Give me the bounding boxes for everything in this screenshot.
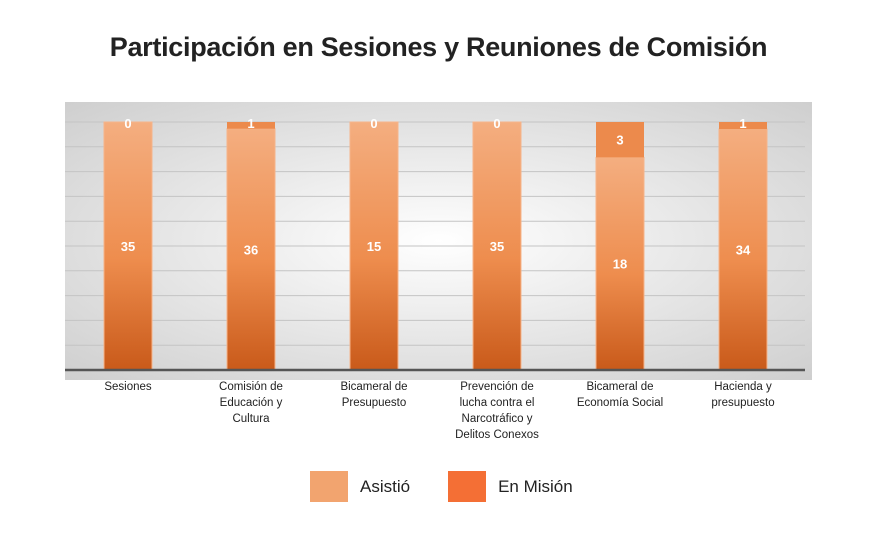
legend-item-asistio: Asistió (310, 471, 410, 502)
data-label-en-mision: 3 (616, 133, 623, 148)
bar-asistio (595, 156, 645, 371)
x-tick-label: Bicameral de Presupuesto (340, 381, 407, 409)
x-tick-label: Prevención de lucha contra el Narcotráfico… (455, 381, 539, 441)
legend-item-en-mision: En Misión (448, 471, 573, 502)
legend-label: Asistió (360, 476, 411, 496)
x-tick-label: Bicameral de Economía Social (577, 381, 663, 409)
bar-asistio (349, 121, 399, 371)
data-label-en-mision: 1 (247, 116, 254, 131)
bar-asistio (472, 121, 522, 371)
data-label-en-mision: 0 (124, 116, 131, 131)
bar-asistio (226, 128, 276, 371)
data-label-en-mision: 0 (493, 116, 500, 131)
data-label-asistio: 35 (121, 239, 135, 254)
bar-en-mision (596, 122, 644, 158)
bar-en-mision (719, 122, 767, 130)
bar-en-mision (227, 122, 275, 129)
data-label-asistio: 34 (736, 243, 751, 258)
data-label-asistio: 35 (490, 239, 504, 254)
legend-swatch (448, 471, 487, 502)
legend: Asistió En Misión (310, 471, 611, 502)
data-label-en-mision: 1 (739, 116, 746, 131)
plot-background (65, 102, 812, 380)
x-tick-label: Hacienda y presupuesto (711, 381, 774, 409)
bar-asistio (103, 121, 153, 371)
x-tick-label: Sesiones (104, 381, 152, 393)
data-label-asistio: 36 (244, 242, 258, 257)
data-label-asistio: 15 (367, 239, 381, 254)
data-label-en-mision: 0 (370, 116, 377, 131)
legend-swatch (310, 471, 348, 502)
data-label-asistio: 18 (613, 257, 627, 272)
chart-title: Participación en Sesiones y Reuniones de… (109, 32, 768, 62)
legend-label: En Misión (498, 476, 573, 496)
x-tick-label: Comisión de Educación y Cultura (219, 381, 283, 425)
